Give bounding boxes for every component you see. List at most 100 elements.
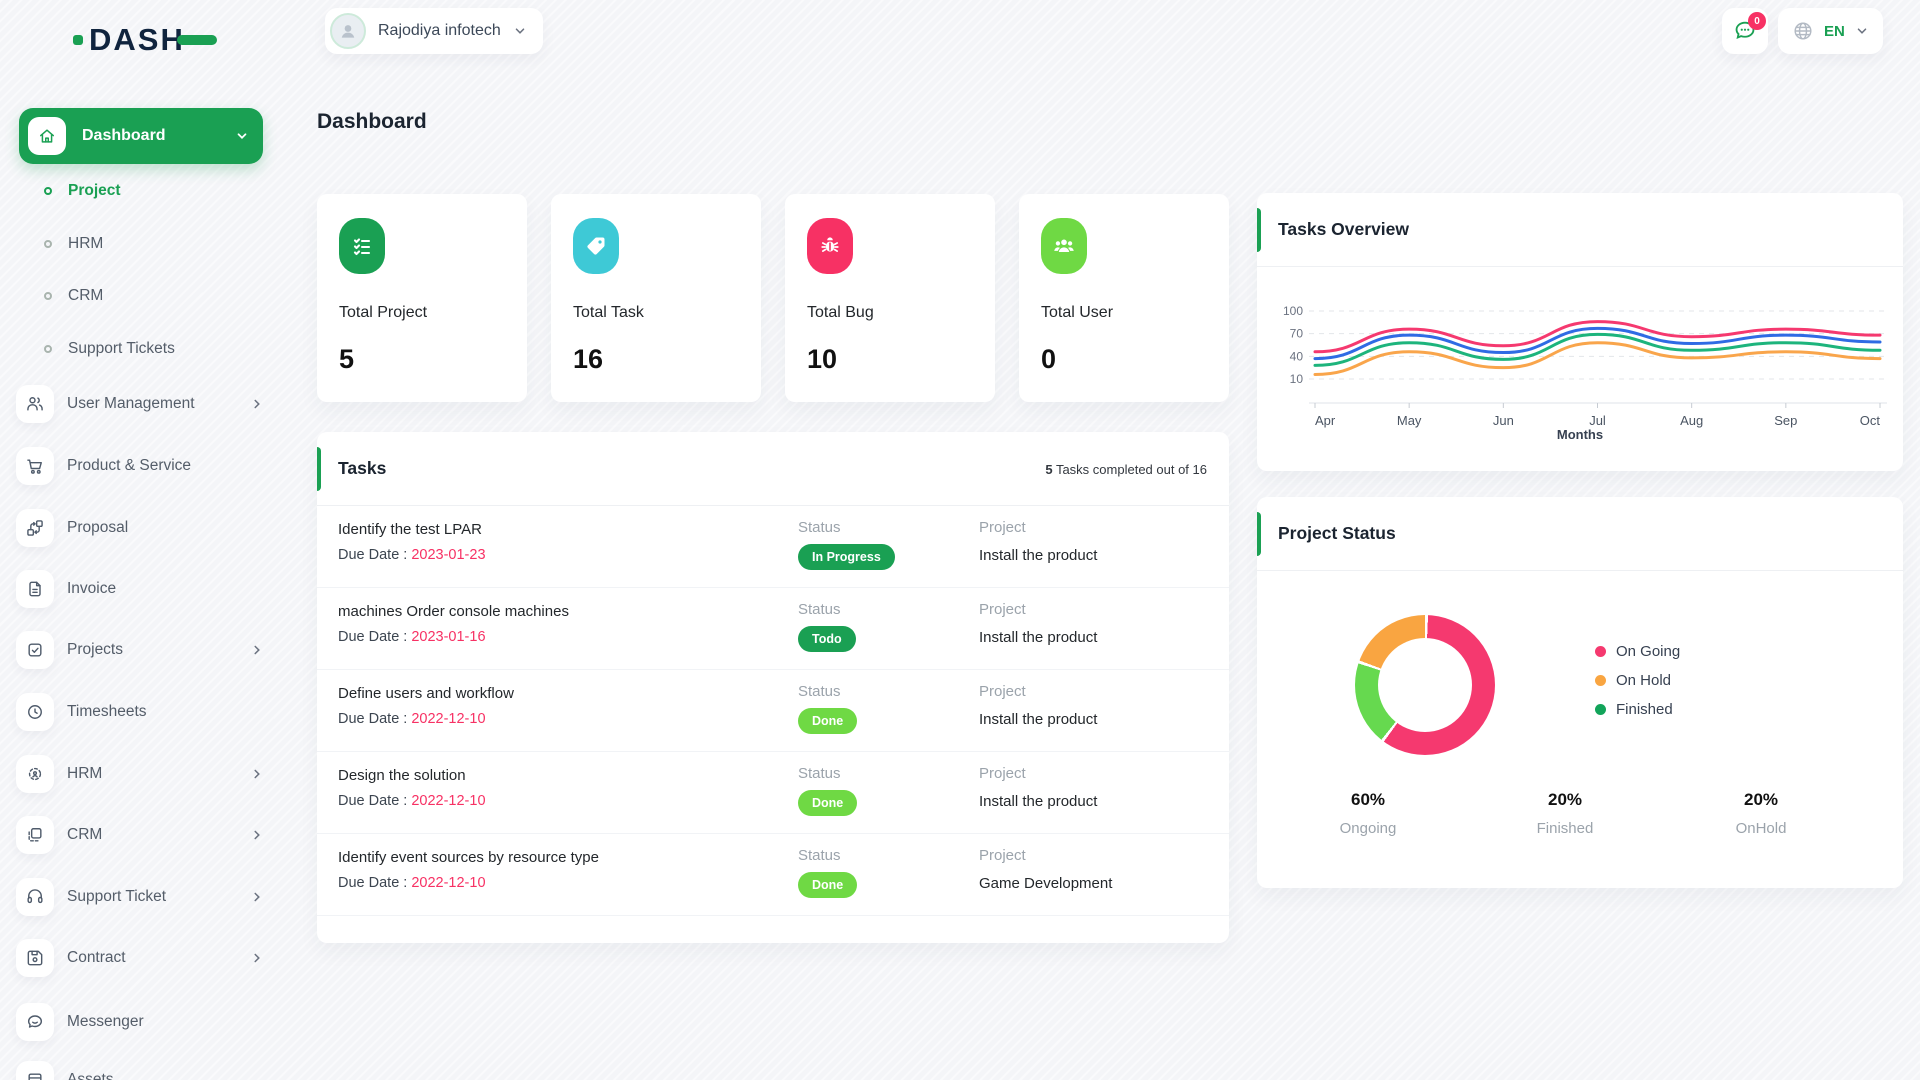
- bug-icon: [807, 218, 853, 274]
- sidebar-item-timesheets[interactable]: Timesheets: [16, 684, 264, 740]
- sidebar-subitem-crm[interactable]: CRM: [44, 284, 103, 308]
- panel-accent-bar: [1257, 208, 1261, 252]
- sidebar-item-invoice[interactable]: Invoice: [16, 561, 264, 617]
- svg-text:40: 40: [1290, 349, 1304, 363]
- project-column-header: Project: [979, 601, 1026, 618]
- task-name: Identify the test LPAR: [338, 521, 482, 538]
- sidebar-item-proposal[interactable]: Proposal: [16, 500, 264, 556]
- stat-label: OnHold: [1735, 820, 1787, 837]
- sidebar-subitem-hrm[interactable]: HRM: [44, 232, 103, 256]
- task-name: machines Order console machines: [338, 603, 569, 620]
- svg-text:Sep: Sep: [1774, 413, 1797, 428]
- status-column-header: Status: [798, 601, 841, 618]
- status-badge: Done: [798, 708, 858, 734]
- status-badge: In Progress: [798, 544, 895, 570]
- tasks-summary-count: 5: [1045, 462, 1053, 477]
- chevron-right-icon: [250, 951, 264, 965]
- svg-text:Apr: Apr: [1315, 413, 1336, 428]
- stat-label: Ongoing: [1339, 820, 1397, 837]
- sidebar-item-label: Support Ticket: [67, 888, 167, 905]
- sidebar-subitem-project[interactable]: Project: [44, 179, 121, 203]
- task-row[interactable]: machines Order console machines Due Date…: [317, 588, 1229, 670]
- stat-card-total-bug: Total Bug 10: [785, 194, 995, 402]
- sidebar-item-assets[interactable]: Assets: [16, 1052, 264, 1080]
- language-dropdown[interactable]: EN: [1778, 8, 1883, 54]
- sidebar-item-product-service[interactable]: Product & Service: [16, 438, 264, 494]
- company-dropdown[interactable]: Rajodiya infotech: [325, 8, 543, 54]
- app-logo: DASH: [73, 22, 217, 58]
- box-icon: [16, 1061, 54, 1080]
- sidebar-item-crm[interactable]: CRM: [16, 807, 264, 863]
- svg-text:Jul: Jul: [1589, 413, 1606, 428]
- stat-value: 16: [573, 344, 604, 374]
- stat-value: 10: [807, 344, 838, 374]
- person-icon: [341, 25, 355, 38]
- sidebar-subitem-label: HRM: [68, 235, 104, 252]
- messages-button[interactable]: 0: [1722, 8, 1768, 54]
- home-icon: [28, 117, 66, 155]
- project-status-panel: Project Status On Going On Hold Finished…: [1257, 497, 1903, 888]
- status-stat-ongoing: 60% Ongoing: [1303, 790, 1433, 837]
- stat-label: Total Task: [573, 304, 644, 321]
- sidebar-item-messenger[interactable]: Messenger: [16, 994, 264, 1050]
- stat-card-total-task: Total Task 16: [551, 194, 761, 402]
- task-name: Identify event sources by resource type: [338, 849, 599, 866]
- status-column-header: Status: [798, 765, 841, 782]
- sidebar-item-support-ticket[interactable]: Support Ticket: [16, 869, 264, 925]
- tag-icon: [573, 218, 619, 274]
- tasks-overview-title: Tasks Overview: [1278, 219, 1410, 239]
- sidebar-item-dashboard[interactable]: Dashboard: [19, 108, 263, 164]
- floppy-disk-icon: [16, 939, 54, 977]
- status-badge: Done: [798, 872, 858, 898]
- sidebar-item-label: User Management: [67, 395, 195, 412]
- sidebar-item-user-management[interactable]: User Management: [16, 376, 264, 432]
- stat-card-total-project: Total Project 5: [317, 194, 527, 402]
- task-due-date: Due Date : 2022-12-10: [338, 793, 486, 809]
- sidebar-item-label: CRM: [67, 826, 103, 843]
- svg-text:Jun: Jun: [1493, 413, 1514, 428]
- bullet-icon: [44, 292, 52, 300]
- chevron-right-icon: [250, 643, 264, 657]
- sidebar-subitem-support-tickets[interactable]: Support Tickets: [44, 337, 175, 361]
- task-row[interactable]: Design the solution Due Date : 2022-12-1…: [317, 752, 1229, 834]
- sidebar-item-label: Contract: [67, 949, 126, 966]
- sidebar-item-label: Timesheets: [67, 703, 147, 720]
- messages-count-badge: 0: [1748, 12, 1766, 30]
- status-stat-onhold: 20% OnHold: [1696, 790, 1826, 837]
- tasks-overview-panel: Tasks Overview 100 70 40 10 Apr May Jun Jul Aug S…: [1257, 193, 1903, 471]
- chevron-down-icon: [235, 129, 249, 143]
- chevron-right-icon: [250, 828, 264, 842]
- legend-item: On Going: [1595, 643, 1680, 660]
- status-stat-finished: 20% Finished: [1500, 790, 1630, 837]
- transfer-icon: [16, 509, 54, 547]
- tasks-summary: 5 Tasks completed out of 16: [1045, 462, 1207, 477]
- task-project: Install the product: [979, 547, 1098, 564]
- task-project: Install the product: [979, 629, 1098, 646]
- task-row[interactable]: Identify event sources by resource type …: [317, 834, 1229, 916]
- task-name: Design the solution: [338, 767, 466, 784]
- task-row[interactable]: Identify the test LPAR Due Date : 2023-0…: [317, 506, 1229, 588]
- cart-icon: [16, 447, 54, 485]
- task-project: Install the product: [979, 711, 1098, 728]
- status-badge: Done: [798, 790, 858, 816]
- donut-legend: On Going On Hold Finished: [1595, 643, 1680, 718]
- sidebar-item-contract[interactable]: Contract: [16, 930, 264, 986]
- task-name: Define users and workflow: [338, 685, 514, 702]
- legend-dot-icon: [1595, 704, 1606, 715]
- sidebar-item-projects[interactable]: Projects: [16, 622, 264, 678]
- task-due-date: Due Date : 2023-01-23: [338, 547, 486, 563]
- logo-text: DASH: [89, 22, 185, 57]
- project-status-title: Project Status: [1278, 523, 1396, 543]
- tasks-panel-title: Tasks: [338, 458, 387, 478]
- stat-percent: 20%: [1743, 790, 1779, 809]
- task-row[interactable]: Define users and workflow Due Date : 202…: [317, 670, 1229, 752]
- message-bubble-icon: [16, 1003, 54, 1041]
- sidebar-item-label: Projects: [67, 641, 123, 658]
- status-column-header: Status: [798, 519, 841, 536]
- globe-icon: [1794, 22, 1812, 40]
- stat-value: 5: [339, 344, 355, 374]
- sidebar-item-label: HRM: [67, 765, 103, 782]
- sidebar-item-hrm[interactable]: HRM: [16, 746, 264, 802]
- file-text-icon: [16, 570, 54, 608]
- sidebar-subitem-label: CRM: [68, 287, 104, 304]
